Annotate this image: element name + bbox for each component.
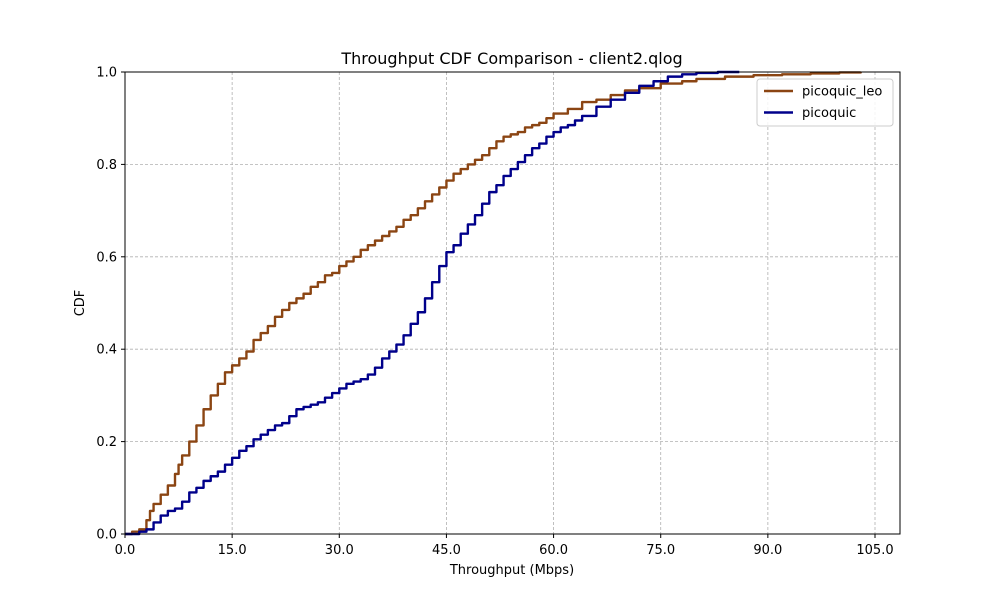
y-axis-label: CDF bbox=[73, 290, 88, 317]
x-tick-label: 75.0 bbox=[646, 543, 675, 558]
y-tick-label: 0.4 bbox=[96, 343, 117, 358]
x-tick-label: 90.0 bbox=[753, 543, 782, 558]
series-line-picoquic-leo bbox=[125, 71, 862, 536]
y-axis: 0.0 0.2 0.4 0.6 0.8 1.0 bbox=[96, 66, 125, 543]
x-tick-label: 0.0 bbox=[115, 543, 136, 558]
x-tick-label: 30.0 bbox=[325, 543, 354, 558]
y-tick-label: 0.0 bbox=[96, 528, 117, 543]
legend-label-picoquic-leo: picoquic_leo bbox=[802, 85, 882, 100]
y-tick-label: 0.6 bbox=[96, 250, 117, 265]
x-axis: 0.0 15.0 30.0 45.0 60.0 75.0 90.0 105.0 bbox=[115, 534, 894, 558]
y-tick-label: 0.2 bbox=[96, 435, 117, 450]
x-tick-label: 15.0 bbox=[218, 543, 247, 558]
series-line-picoquic bbox=[125, 70, 740, 536]
x-tick-label: 60.0 bbox=[539, 543, 568, 558]
x-tick-label: 45.0 bbox=[432, 543, 461, 558]
plot-frame bbox=[124, 71, 901, 535]
chart-title: Throughput CDF Comparison - client2.qlog bbox=[340, 49, 682, 68]
y-tick-label: 1.0 bbox=[96, 66, 117, 81]
legend: picoquic_leo picoquic bbox=[756, 78, 894, 127]
x-tick-label: 105.0 bbox=[856, 543, 893, 558]
series-layer bbox=[125, 70, 862, 536]
legend-label-picoquic: picoquic bbox=[802, 106, 856, 121]
grid bbox=[124, 71, 900, 535]
y-tick-label: 0.8 bbox=[96, 158, 117, 173]
x-axis-label: Throughput (Mbps) bbox=[449, 563, 574, 578]
